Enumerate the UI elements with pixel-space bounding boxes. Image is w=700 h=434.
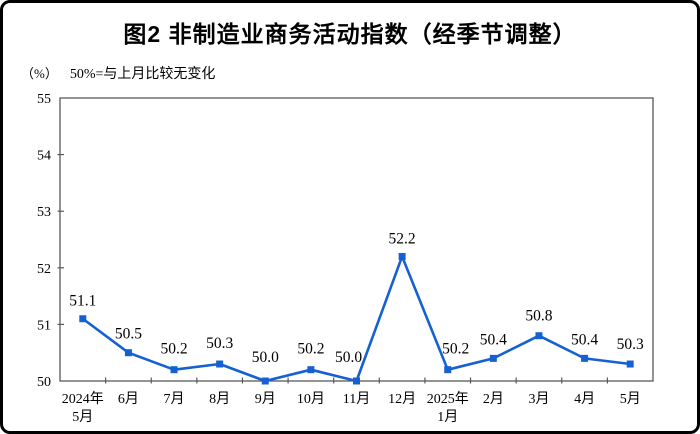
x-axis-category-label: 4月 (574, 391, 595, 407)
data-point-label: 50.3 (617, 336, 644, 353)
x-axis-category-label: 10月 (297, 391, 325, 407)
data-point-marker (489, 354, 497, 362)
data-point-label: 50.2 (160, 341, 187, 358)
y-axis-tick-label: 53 (37, 205, 51, 220)
data-point-marker (535, 332, 543, 340)
data-point-label: 50.0 (252, 349, 279, 366)
x-axis-category-label: 5月 (72, 409, 93, 425)
x-axis-category-label: 11月 (343, 391, 370, 407)
data-point-label: 50.0 (335, 349, 362, 366)
data-point-marker (261, 377, 269, 385)
y-axis-tick-label: 54 (37, 149, 51, 164)
x-axis-category-label: 8月 (209, 391, 230, 407)
x-axis-category-label: 1月 (437, 409, 458, 425)
data-point-marker (307, 366, 315, 374)
data-point-label: 50.2 (297, 341, 324, 358)
x-axis-category-label: 2025年 (427, 391, 469, 407)
data-point-label: 50.4 (480, 331, 507, 348)
data-point-marker (626, 360, 634, 368)
data-point-label: 50.5 (115, 326, 142, 343)
x-axis-category-label: 5月 (620, 391, 641, 407)
data-point-marker (216, 360, 224, 368)
y-axis-tick-label: 51 (37, 318, 51, 333)
data-point-marker (353, 377, 360, 385)
x-axis-category-label: 9月 (255, 391, 276, 407)
x-axis-category-label: 7月 (164, 391, 185, 407)
data-point-marker (581, 354, 589, 362)
x-axis-category-label: 2月 (483, 391, 504, 407)
line-chart-plot: 50 51 52 53 54 55 2024年 5月 6月 7月 8月 9月 10月 11月 12月 2025… (37, 92, 654, 425)
data-point-marker (398, 252, 406, 260)
y-axis-tick-label: 50 (37, 375, 51, 390)
data-point-label: 50.2 (442, 341, 469, 358)
data-point-label: 51.1 (69, 293, 96, 310)
plot-area-border (59, 97, 654, 382)
data-point-label: 50.3 (206, 335, 233, 352)
y-axis-tick-label: 52 (37, 262, 51, 277)
y-axis-unit-label: （%） (21, 66, 58, 81)
data-point-marker (170, 366, 178, 374)
x-axis-category-label: 6月 (118, 391, 139, 407)
chart-subtitle-row: （%） 50%=与上月比较无变化 (21, 63, 215, 83)
chart-note: 50%=与上月比较无变化 (69, 67, 216, 82)
data-point-label: 52.2 (389, 230, 416, 247)
x-axis-category-label: 12月 (388, 391, 416, 407)
y-axis-tick-label: 55 (37, 92, 51, 107)
data-point-marker (79, 315, 87, 323)
data-point-label: 50.4 (571, 331, 598, 348)
x-axis-category-label: 3月 (528, 391, 549, 407)
data-point-marker (444, 366, 452, 374)
data-point-marker (124, 349, 132, 357)
chart-title: 图2 非制造业商务活动指数（经季节调整） (123, 21, 577, 47)
x-axis-category-label: 2024年 (62, 391, 104, 407)
data-point-label: 50.8 (525, 308, 552, 325)
